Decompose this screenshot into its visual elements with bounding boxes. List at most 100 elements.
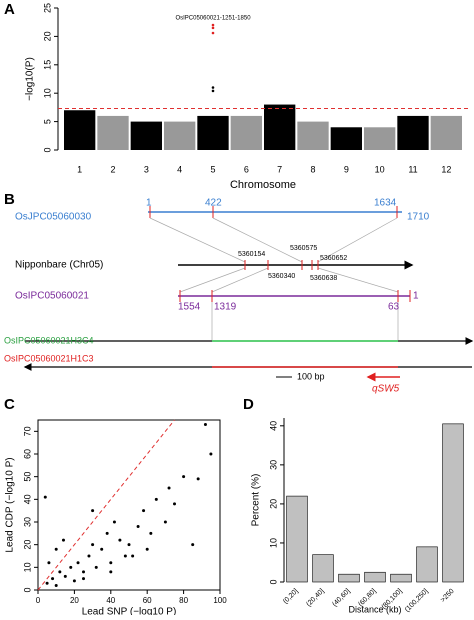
chromosome-label: 4 xyxy=(177,164,182,174)
x-tick-label: (100,250] xyxy=(404,588,430,614)
x-tick-label: 40 xyxy=(106,596,115,605)
chromosome-label: 3 xyxy=(144,164,149,174)
y-tick-label: 20 xyxy=(268,499,278,509)
point xyxy=(209,452,213,456)
point xyxy=(118,538,122,542)
chromosome-label: 10 xyxy=(375,164,385,174)
outlier-point xyxy=(211,31,215,35)
x-axis-label: Lead SNP (−log10 P) xyxy=(82,607,177,615)
chromosome-label: 12 xyxy=(441,164,451,174)
point xyxy=(72,579,76,583)
qtl-label: qSW5 xyxy=(372,384,400,395)
panel-label: D xyxy=(243,396,254,413)
bar xyxy=(442,423,464,583)
y-tick-label: 15 xyxy=(42,60,52,70)
y-tick-label: 50 xyxy=(22,472,32,482)
point xyxy=(142,509,146,513)
point xyxy=(131,554,135,558)
chromosome-cloud xyxy=(397,115,429,150)
panel-label: A xyxy=(4,1,15,18)
chromosome-cloud xyxy=(164,121,196,150)
panel-label: C xyxy=(4,396,15,413)
plot-frame xyxy=(37,419,221,591)
pos: 1 xyxy=(146,198,152,209)
outlier-point xyxy=(211,89,215,93)
y-tick-label: 10 xyxy=(22,562,32,572)
diagonal-line xyxy=(37,419,175,591)
point xyxy=(61,538,65,542)
x-tick-label: 100 xyxy=(213,596,227,605)
y-tick-label: 0 xyxy=(268,579,278,584)
point xyxy=(127,543,131,547)
hap-name: OsIPC05060021H3C4 xyxy=(4,335,94,345)
y-tick-label: 0 xyxy=(42,147,52,152)
y-tick-label: 60 xyxy=(22,449,32,459)
chromosome-cloud xyxy=(264,104,296,150)
chromosome-cloud xyxy=(364,127,396,150)
y-axis-label: Lead CDP (−log10 P) xyxy=(5,457,16,552)
chromosome-label: 9 xyxy=(344,164,349,174)
coord: 5360652 xyxy=(320,255,347,262)
pos: 1710 xyxy=(407,212,430,223)
pos: 1319 xyxy=(214,302,237,313)
x-tick-label: 20 xyxy=(70,596,79,605)
y-tick-label: 5 xyxy=(42,119,52,124)
point xyxy=(100,547,104,551)
point xyxy=(47,561,51,565)
point xyxy=(203,423,207,427)
y-tick-label: 30 xyxy=(22,517,32,527)
y-tick-label: 0 xyxy=(22,587,32,592)
chromosome-label: 8 xyxy=(310,164,315,174)
pos: 422 xyxy=(205,198,222,209)
coord: 5360638 xyxy=(310,275,337,282)
gene-diagram: OsJPC05060030 1 422 1634 1710 Nipponbare… xyxy=(4,198,474,395)
y-tick-label: 20 xyxy=(22,540,32,550)
y-axis-label: −log10(P) xyxy=(25,57,36,101)
chromosome-label: 6 xyxy=(244,164,249,174)
bar xyxy=(286,495,308,583)
annotation: OsIPC05060021-1251-1850 xyxy=(175,16,251,22)
bar xyxy=(390,573,412,583)
point xyxy=(105,531,109,535)
point xyxy=(182,475,186,479)
point xyxy=(76,561,80,565)
y-tick-label: 30 xyxy=(268,460,278,470)
point xyxy=(91,509,95,513)
pos: 1554 xyxy=(178,302,201,313)
outlier-point xyxy=(211,86,215,89)
point xyxy=(54,583,58,587)
scale-label: 100 bp xyxy=(297,371,325,381)
point xyxy=(149,531,153,535)
chromosome-cloud xyxy=(330,127,362,150)
chromosome-label: 5 xyxy=(210,164,215,174)
coord: 5360340 xyxy=(268,273,295,280)
point xyxy=(82,577,85,581)
y-tick-label: 40 xyxy=(22,494,32,504)
y-tick-label: 70 xyxy=(22,426,32,436)
pos: 63 xyxy=(388,302,400,313)
point xyxy=(173,502,176,506)
point xyxy=(109,570,113,574)
x-tick-label: 80 xyxy=(179,596,188,605)
chromosome-cloud xyxy=(297,121,329,150)
x-tick-label: (0,20] xyxy=(282,588,300,606)
bar xyxy=(338,573,360,583)
x-axis-label: Chromosome xyxy=(230,179,296,191)
y-tick-label: 40 xyxy=(268,421,278,431)
point xyxy=(54,547,58,551)
gene-name: OsJPC05060030 xyxy=(15,212,92,223)
chromosome-cloud xyxy=(64,110,96,150)
point xyxy=(82,570,85,574)
chromosome-cloud xyxy=(230,115,262,150)
point xyxy=(109,561,113,565)
chromosome-cloud xyxy=(97,115,129,150)
pos: 1 xyxy=(413,291,419,302)
point xyxy=(191,543,195,547)
x-tick-label: 0 xyxy=(36,596,41,605)
y-tick-label: 10 xyxy=(42,88,52,98)
point xyxy=(58,570,62,574)
point xyxy=(51,577,55,581)
point xyxy=(145,547,149,551)
point xyxy=(63,574,67,578)
